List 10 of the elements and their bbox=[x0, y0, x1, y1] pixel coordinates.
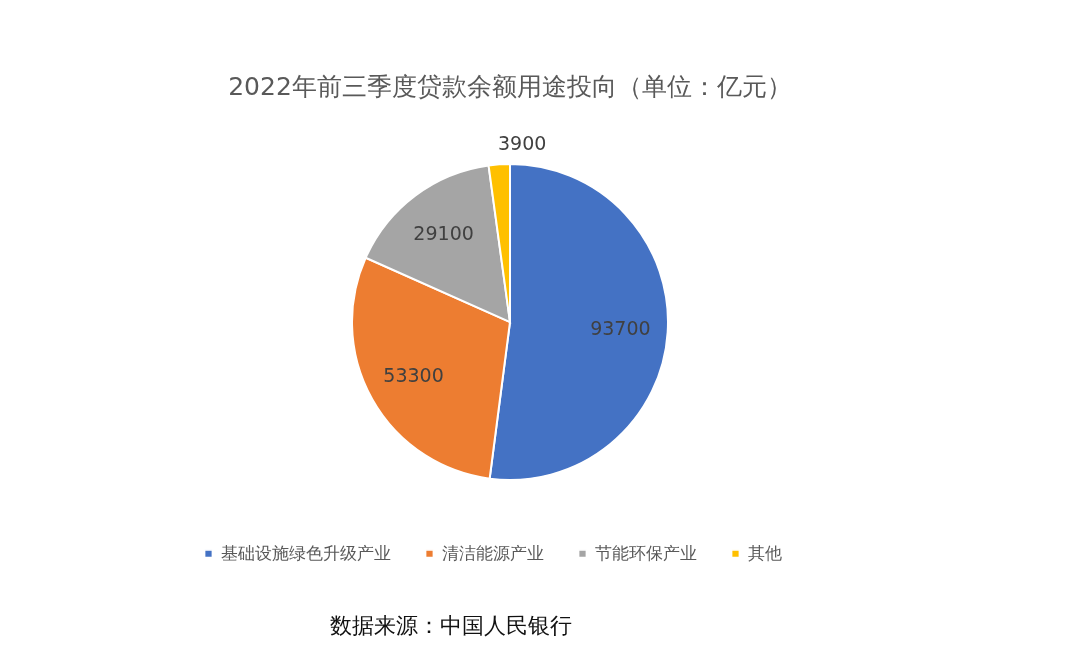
legend-label: 基础设施绿色升级产业 bbox=[221, 542, 391, 563]
data-label: 93700 bbox=[590, 317, 651, 340]
data-label: 29100 bbox=[413, 221, 474, 244]
data-label: 53300 bbox=[383, 364, 444, 387]
data-label: 3900 bbox=[497, 131, 547, 154]
legend-label: 清洁能源产业 bbox=[442, 542, 544, 563]
source-note: 数据来源：中国人民银行 bbox=[330, 613, 572, 638]
legend-label: 节能环保产业 bbox=[595, 542, 697, 563]
chart-title: 2022年前三季度贷款余额用途投向（单位：亿元） bbox=[228, 72, 792, 101]
legend-label: 其他 bbox=[748, 542, 782, 563]
